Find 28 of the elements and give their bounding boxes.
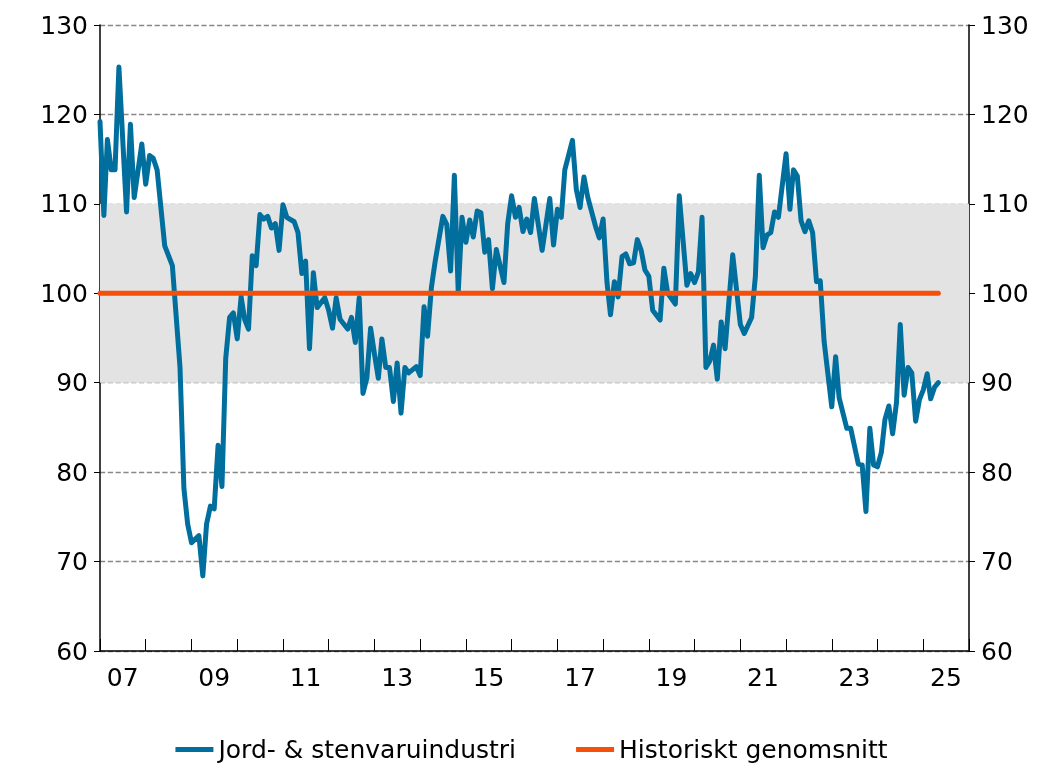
x-tick-label: 17	[564, 663, 596, 692]
x-tick-label: 11	[289, 663, 322, 692]
y-tick-label: 130	[40, 10, 88, 40]
x-tick-label: 13	[381, 663, 414, 692]
y-tick-label: 70	[56, 547, 88, 577]
y-tick-label: 120	[40, 99, 88, 129]
y2-tick-label: 60	[981, 636, 1013, 666]
x-tick-label: 09	[198, 663, 231, 692]
y2-tick-label: 100	[981, 278, 1029, 308]
y-tick-label: 80	[56, 457, 88, 487]
y-tick-label: 110	[40, 189, 88, 219]
y2-tick-label: 80	[981, 457, 1013, 487]
x-tick-label: 21	[747, 663, 779, 692]
y2-tick-label: 70	[981, 547, 1013, 577]
x-tick-label: 23	[838, 663, 871, 692]
x-tick-label: 07	[106, 663, 139, 692]
x-tick-label: 15	[472, 663, 505, 692]
y2-tick-label: 120	[981, 99, 1029, 129]
legend-label: Jord- & stenvaruindustri	[216, 735, 517, 764]
y2-tick-label: 110	[981, 189, 1029, 219]
x-tick-label: 19	[655, 663, 688, 692]
y-tick-label: 60	[56, 636, 88, 666]
x-tick-label: 25	[930, 663, 962, 692]
legend-label: Historiskt genomsnitt	[619, 735, 888, 764]
y2-tick-label: 130	[981, 10, 1029, 40]
y-tick-label: 100	[40, 278, 88, 308]
y2-tick-label: 90	[981, 368, 1013, 398]
y-tick-label: 90	[56, 368, 88, 398]
